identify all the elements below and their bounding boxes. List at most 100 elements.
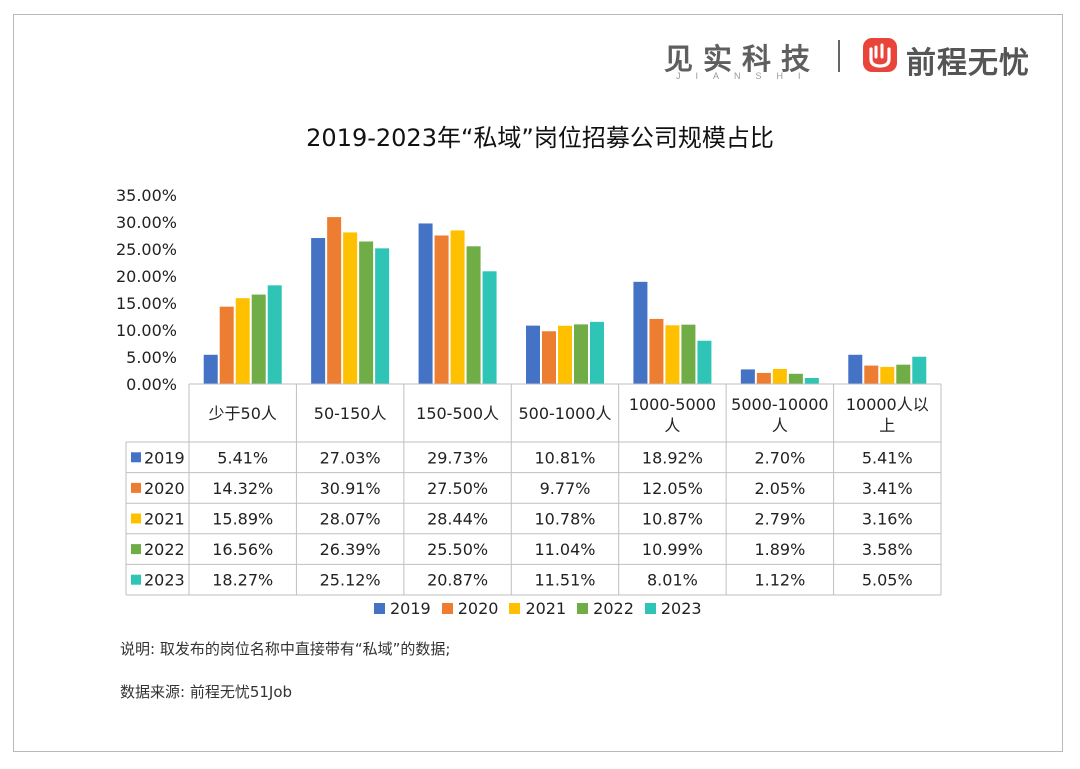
data-label: 11.04% bbox=[534, 540, 595, 559]
bar-2022-6 bbox=[788, 373, 803, 384]
bar-2021-4 bbox=[558, 325, 572, 384]
data-label: 27.03% bbox=[320, 448, 381, 467]
bar-2021-2 bbox=[343, 232, 358, 384]
bar-2022-2 bbox=[359, 241, 374, 384]
data-label: 15.89% bbox=[212, 510, 273, 529]
bar-2022-3 bbox=[466, 246, 481, 384]
data-label: 1.12% bbox=[754, 571, 805, 590]
category-label: 1000-5000 人 bbox=[629, 395, 716, 435]
bar-2023-3 bbox=[482, 271, 497, 384]
bar-2022-5 bbox=[681, 324, 696, 384]
bar-2020-3 bbox=[434, 235, 449, 384]
data-label: 5.05% bbox=[862, 571, 913, 590]
bar-2021-6 bbox=[772, 368, 787, 384]
51job-logo-icon bbox=[863, 38, 897, 72]
data-label: 10.99% bbox=[642, 540, 703, 559]
data-label: 20.87% bbox=[427, 571, 488, 590]
data-label: 3.41% bbox=[862, 479, 913, 498]
chart-legend: 2019 2020 2021 2022 2023 bbox=[374, 596, 713, 620]
legend-swatch bbox=[577, 602, 589, 614]
data-label: 18.27% bbox=[212, 571, 273, 590]
data-label: 10.81% bbox=[534, 448, 595, 467]
data-label: 11.51% bbox=[534, 571, 595, 590]
bar-2020-4 bbox=[542, 331, 556, 384]
legend-label: 2019 bbox=[390, 598, 431, 618]
bar-2020-6 bbox=[756, 372, 771, 384]
data-label: 30.91% bbox=[320, 479, 381, 498]
brand-divider bbox=[838, 40, 840, 72]
data-label: 2.70% bbox=[754, 448, 805, 467]
category-label: 5000-10000 人 bbox=[731, 395, 828, 435]
bar-2020-7 bbox=[864, 365, 879, 384]
legend-swatch bbox=[509, 602, 521, 614]
y-tick-label: 0.00% bbox=[126, 375, 177, 394]
jianshi-logo: 见实科技 JIANSHI bbox=[664, 36, 824, 86]
bar-2023-7 bbox=[912, 356, 927, 384]
legend-label: 2021 bbox=[525, 598, 567, 618]
y-tick-label: 20.00% bbox=[116, 267, 177, 286]
table-legend-swatch-2021 bbox=[131, 513, 141, 524]
data-label: 12.05% bbox=[642, 479, 703, 498]
legend-label: 2023 bbox=[660, 598, 702, 618]
category-label: 150-500人 bbox=[416, 404, 499, 423]
bar-2023-6 bbox=[804, 377, 819, 384]
legend-item-2019: 2019 bbox=[374, 599, 431, 618]
table-series-name: 2023 bbox=[144, 571, 185, 590]
bar-2021-7 bbox=[880, 366, 895, 384]
category-label: 10000人以上 bbox=[846, 395, 929, 435]
bar-2019-6 bbox=[740, 369, 755, 384]
data-label: 9.77% bbox=[540, 479, 591, 498]
legend-swatch bbox=[441, 602, 453, 614]
data-label: 14.32% bbox=[212, 479, 273, 498]
legend-label: 2022 bbox=[593, 598, 634, 618]
data-label: 26.39% bbox=[320, 540, 381, 559]
data-label: 2.79% bbox=[754, 510, 805, 529]
table-series-name: 2021 bbox=[144, 510, 185, 529]
legend-swatch bbox=[644, 602, 656, 614]
data-label: 16.56% bbox=[212, 540, 273, 559]
bar-2019-3 bbox=[418, 223, 433, 384]
legend-item-2021: 2021 bbox=[509, 599, 566, 618]
bar-2022-1 bbox=[251, 294, 266, 384]
data-label: 25.50% bbox=[427, 540, 488, 559]
bar-2019-2 bbox=[311, 238, 326, 384]
legend-item-2022: 2022 bbox=[577, 599, 634, 618]
data-label: 5.41% bbox=[217, 448, 268, 467]
data-label: 2.05% bbox=[754, 479, 805, 498]
data-label: 10.87% bbox=[642, 510, 703, 529]
data-label: 1.89% bbox=[754, 540, 805, 559]
table-series-name: 2020 bbox=[144, 479, 185, 498]
table-legend-swatch-2020 bbox=[131, 482, 141, 493]
bar-2022-7 bbox=[896, 364, 911, 384]
bar-2019-1 bbox=[203, 354, 218, 384]
data-label: 18.92% bbox=[642, 448, 703, 467]
data-label: 3.58% bbox=[862, 540, 913, 559]
category-label: 500-1000人 bbox=[518, 404, 611, 423]
footnote-description: 说明: 取发布的岗位名称中直接带有“私域”的数据; bbox=[120, 640, 451, 658]
bar-2020-5 bbox=[649, 318, 664, 384]
bar-2023-2 bbox=[375, 248, 390, 384]
bar-2023-1 bbox=[267, 285, 282, 384]
jianshi-logo-text: 见实科技 bbox=[664, 42, 821, 76]
y-tick-label: 25.00% bbox=[116, 240, 177, 259]
bar-2021-5 bbox=[665, 325, 680, 384]
table-series-name: 2019 bbox=[144, 448, 185, 467]
y-tick-label: 10.00% bbox=[116, 321, 177, 340]
data-label: 28.44% bbox=[427, 510, 488, 529]
data-label: 27.50% bbox=[427, 479, 488, 498]
bar-2019-4 bbox=[526, 325, 540, 384]
data-label: 5.41% bbox=[862, 448, 913, 467]
bar-2022-4 bbox=[574, 324, 588, 384]
y-tick-label: 30.00% bbox=[116, 213, 177, 232]
table-legend-swatch-2023 bbox=[131, 574, 141, 585]
footnote-source: 数据来源: 前程无忧51Job bbox=[120, 683, 293, 701]
bar-2023-4 bbox=[590, 321, 604, 384]
category-label: 少于50人 bbox=[209, 404, 277, 423]
y-tick-label: 35.00% bbox=[116, 186, 177, 205]
legend-item-2020: 2020 bbox=[441, 598, 499, 618]
legend-label: 2020 bbox=[457, 598, 499, 618]
bar-2020-1 bbox=[219, 306, 234, 384]
legend-swatch bbox=[374, 602, 385, 614]
51job-logo-text: 前程无忧 bbox=[906, 46, 1030, 81]
